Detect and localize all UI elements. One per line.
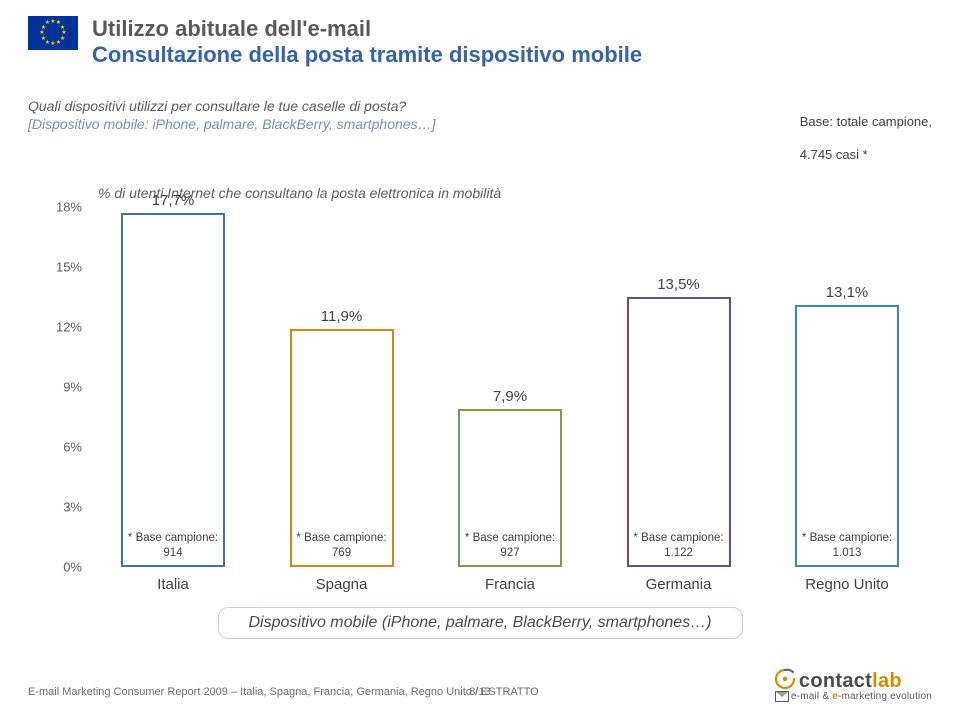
bar <box>795 305 899 567</box>
bar-category-label: Italia <box>98 576 248 593</box>
header: ★★★★★★★★★★★★ Utilizzo abituale dell'e-ma… <box>28 16 932 68</box>
bar-value-label: 11,9% <box>267 308 417 325</box>
device-note: [Dispositivo mobile: iPhone, palmare, Bl… <box>28 116 780 132</box>
bar-value-label: 13,5% <box>604 276 754 293</box>
eu-star-icon: ★ <box>50 41 55 47</box>
bar-base-sample: * Base campione: 914 <box>98 531 248 561</box>
eu-star-icon: ★ <box>39 30 44 36</box>
y-axis-label: 12% <box>56 320 82 335</box>
title-line-2: Consultazione della posta tramite dispos… <box>92 42 932 68</box>
footer-logo: contactlab e-mail & e-marketing evolutio… <box>773 667 932 702</box>
title-line-1: Utilizzo abituale dell'e-mail <box>92 16 932 42</box>
page: ★★★★★★★★★★★★ Utilizzo abituale dell'e-ma… <box>0 0 960 714</box>
logo-sub-3: -marketing evolution <box>838 691 932 702</box>
y-axis-label: 15% <box>56 260 82 275</box>
logo-row-1: contactlab <box>773 667 932 691</box>
bar-value-label: 17,7% <box>98 192 248 209</box>
bar-base-sample: * Base campione: 1.122 <box>604 531 754 561</box>
y-axis-label: 6% <box>63 440 82 455</box>
eu-star-icon: ★ <box>45 20 50 26</box>
logo-sub-1: e-mail & <box>791 691 832 702</box>
bar-value-label: 7,9% <box>435 388 585 405</box>
logo-subtitle: e-mail & e-marketing evolution <box>775 691 932 702</box>
plot-area: 17,7%* Base campione: 914Italia11,9%* Ba… <box>88 207 932 567</box>
bar-category-label: Francia <box>435 576 585 593</box>
bar-value-label: 13,1% <box>772 284 922 301</box>
footer-left-text: E-mail Marketing Consumer Report 2009 – … <box>28 686 539 698</box>
envelope-icon <box>775 691 789 702</box>
legend-box: Dispositivo mobile (iPhone, palmare, Bla… <box>218 607 743 639</box>
bar-base-sample: * Base campione: 769 <box>267 531 417 561</box>
question-text: Quali dispositivi utilizzi per consultar… <box>28 98 780 114</box>
footer: E-mail Marketing Consumer Report 2009 – … <box>0 674 960 704</box>
bar-chart: 0%3%6%9%12%15%18% 17,7%* Base campione: … <box>28 207 932 567</box>
logo-name: contactlab <box>799 671 902 691</box>
legend-wrap: Dispositivo mobile (iPhone, palmare, Bla… <box>28 607 932 639</box>
subheader: Quali dispositivi utilizzi per consultar… <box>28 98 932 163</box>
y-axis-label: 9% <box>63 380 82 395</box>
y-axis-label: 0% <box>63 560 82 575</box>
y-axis-label: 3% <box>63 500 82 515</box>
eu-flag-icon: ★★★★★★★★★★★★ <box>28 16 78 50</box>
eu-star-icon: ★ <box>41 36 46 42</box>
y-axis: 0%3%6%9%12%15%18% <box>28 207 88 567</box>
eu-star-icon: ★ <box>56 40 61 46</box>
bar-category-label: Regno Unito <box>772 576 922 593</box>
bar <box>627 297 731 567</box>
subheader-left: Quali dispositivi utilizzi per consultar… <box>28 98 780 132</box>
base-sample-box: Base: totale campione, 4.745 casi * <box>800 98 932 163</box>
footer-page-number: 8/13 <box>469 686 490 698</box>
base-line-2: 4.745 casi * <box>800 147 868 162</box>
bar-base-sample: * Base campione: 1.013 <box>772 531 922 561</box>
logo-swirl-icon <box>773 667 797 691</box>
bar-base-sample: * Base campione: 927 <box>435 531 585 561</box>
bar-category-label: Spagna <box>267 576 417 593</box>
bar <box>121 213 225 567</box>
base-line-1: Base: totale campione, <box>800 114 932 129</box>
bar-category-label: Germania <box>604 576 754 593</box>
logo-name-part2: lab <box>872 670 902 692</box>
y-axis-label: 18% <box>56 200 82 215</box>
logo-name-part1: contact <box>799 670 872 692</box>
title-block: Utilizzo abituale dell'e-mail Consultazi… <box>92 16 932 68</box>
